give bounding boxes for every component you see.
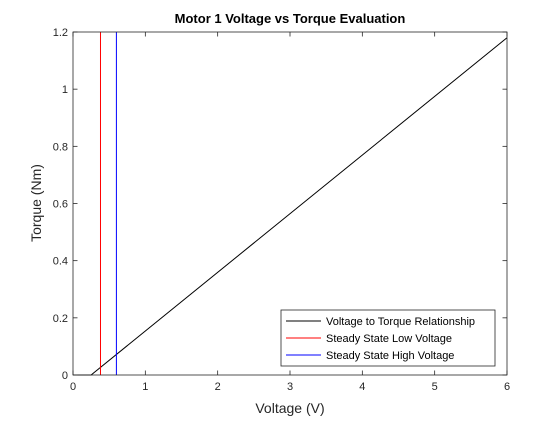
x-tick-label: 3 <box>287 381 293 393</box>
legend-label-voltage-to-torque: Voltage to Torque Relationship <box>326 316 475 328</box>
legend-label-high-voltage: Steady State High Voltage <box>326 350 454 362</box>
x-tick-label: 1 <box>142 381 148 393</box>
legend-label-low-voltage: Steady State Low Voltage <box>326 333 452 345</box>
y-tick-label: 0.8 <box>53 141 68 153</box>
legend: Voltage to Torque Relationship Steady St… <box>280 309 496 367</box>
ticks-layer: 0 1 2 3 4 5 6 0 0.2 0.4 0.6 0.8 1 1.2 <box>53 27 510 393</box>
chart-title: Motor 1 Voltage vs Torque Evaluation <box>175 11 406 26</box>
y-tick-label: 0.2 <box>53 313 68 325</box>
x-tick-label: 6 <box>504 381 510 393</box>
y-tick-label: 0.6 <box>53 199 68 211</box>
x-axis-label: Voltage (V) <box>255 400 324 416</box>
x-tick-label: 2 <box>215 381 221 393</box>
y-tick-label: 1.2 <box>53 27 68 39</box>
y-tick-label: 1 <box>62 84 68 96</box>
x-tick-label: 5 <box>432 381 438 393</box>
y-tick-label: 0.4 <box>53 256 68 268</box>
x-tick-label: 0 <box>70 381 76 393</box>
x-tick-label: 4 <box>359 381 365 393</box>
y-axis-label: Torque (Nm) <box>28 164 44 242</box>
y-tick-label: 0 <box>62 370 68 382</box>
